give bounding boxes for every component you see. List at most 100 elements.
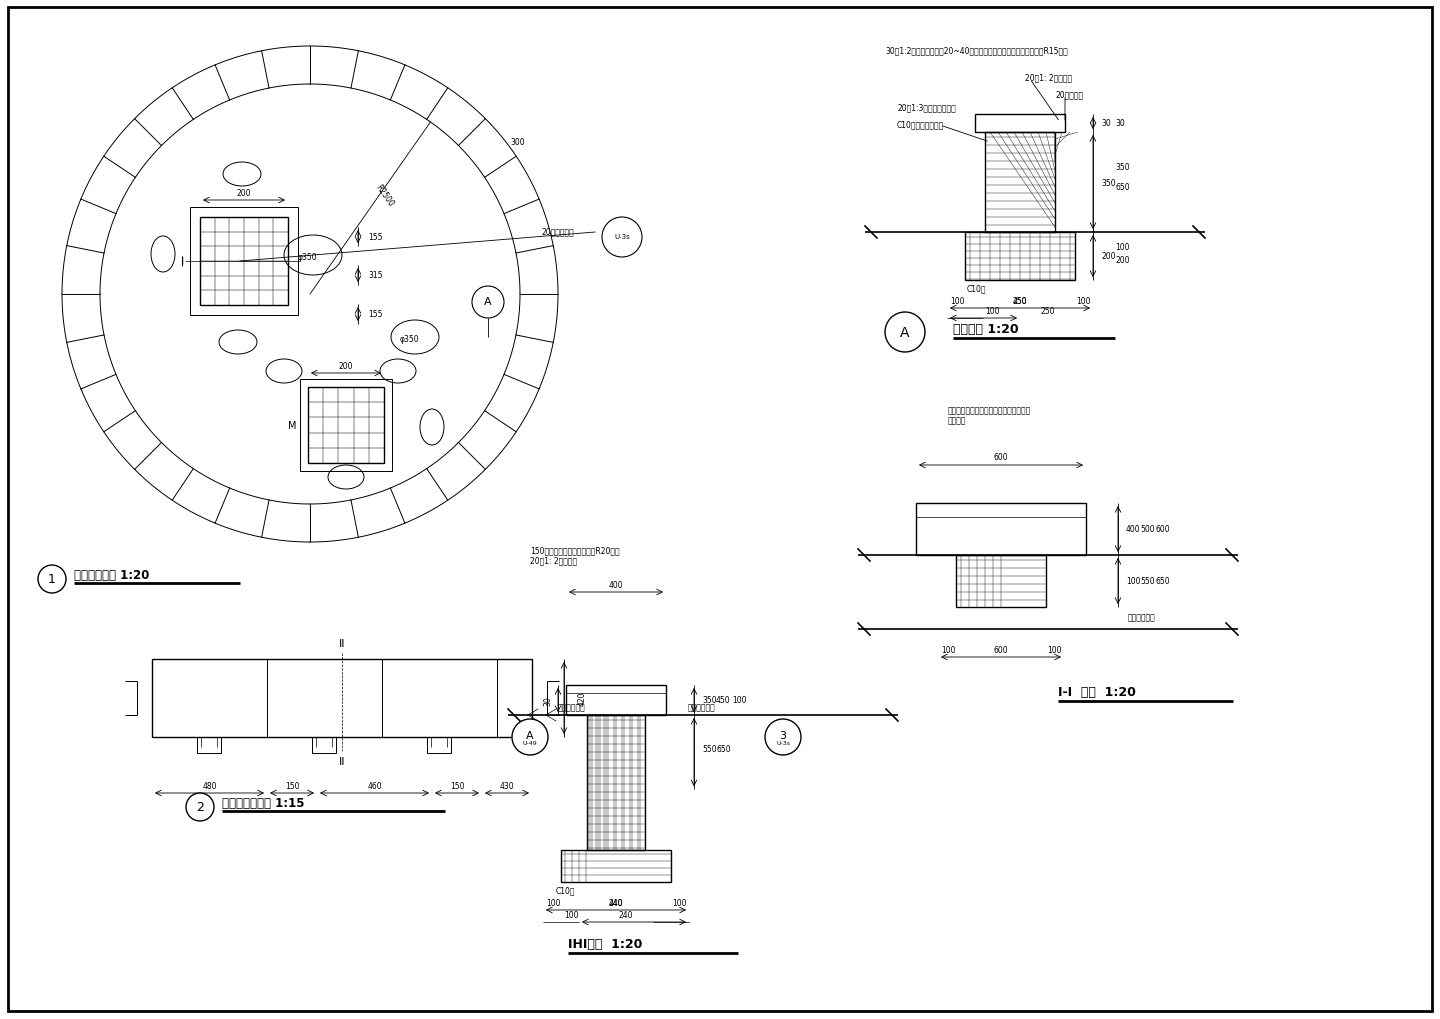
Text: 250: 250: [1012, 298, 1027, 306]
Text: 20厚1: 2水泥砂浆: 20厚1: 2水泥砂浆: [1025, 73, 1073, 82]
Bar: [566, 686, 667, 715]
Text: 100: 100: [1126, 577, 1140, 586]
Text: 600: 600: [1156, 525, 1171, 534]
Text: 650: 650: [1156, 577, 1171, 586]
Text: 400: 400: [609, 581, 624, 590]
Text: 440: 440: [609, 899, 624, 908]
Text: A: A: [900, 326, 910, 339]
Circle shape: [765, 719, 801, 755]
Text: 430: 430: [500, 782, 514, 791]
Text: φ350: φ350: [400, 335, 419, 344]
Text: 300: 300: [511, 139, 526, 147]
Text: 480: 480: [202, 782, 217, 791]
Circle shape: [472, 286, 504, 319]
Text: M: M: [288, 421, 297, 431]
Text: 镶嵌三件赛坐凳 1:15: 镶嵌三件赛坐凳 1:15: [222, 797, 304, 810]
Bar: [956, 555, 1045, 607]
Text: 花岗岩石料垂直毛面保留原钢钎割石渣连
顶面磨光: 花岗岩石料垂直毛面保留原钢钎割石渣连 顶面磨光: [948, 406, 1031, 425]
Text: C10砼: C10砼: [556, 886, 576, 895]
Text: 20宽勾回缝: 20宽勾回缝: [1056, 90, 1083, 99]
Text: 100: 100: [940, 646, 955, 655]
Text: 450: 450: [716, 696, 730, 705]
Text: 20厚瓷砖铺地: 20厚瓷砖铺地: [541, 227, 575, 236]
Text: 550: 550: [703, 745, 717, 753]
Text: A: A: [526, 731, 534, 740]
Text: 30: 30: [543, 695, 552, 705]
Text: 100: 100: [1115, 244, 1129, 253]
Bar: [200, 218, 288, 306]
Text: U-49: U-49: [523, 741, 537, 746]
Text: 240: 240: [609, 899, 624, 908]
Text: 100: 100: [732, 696, 746, 705]
Text: 150: 150: [285, 782, 300, 791]
Text: 花岗岩池坐凳: 花岗岩池坐凳: [559, 703, 586, 712]
Text: 400: 400: [1126, 525, 1140, 534]
Circle shape: [602, 218, 642, 258]
Text: IHI剖面  1:20: IHI剖面 1:20: [567, 937, 642, 951]
Text: 100: 100: [1047, 646, 1061, 655]
Text: II: II: [338, 638, 346, 648]
Text: 420: 420: [577, 691, 586, 705]
Text: 460: 460: [367, 782, 382, 791]
Bar: [975, 115, 1066, 132]
Bar: [197, 738, 220, 753]
Text: 200: 200: [338, 362, 353, 371]
Bar: [562, 850, 671, 882]
Bar: [428, 738, 451, 753]
Text: I: I: [180, 257, 184, 267]
Text: 150厚光面红色花岗石坐石磨R20圆角
20厚1: 2水泥砂浆: 150厚光面红色花岗石坐石磨R20圆角 20厚1: 2水泥砂浆: [530, 545, 619, 565]
Text: 30: 30: [1102, 119, 1110, 128]
Text: 100: 100: [563, 911, 579, 919]
Bar: [300, 380, 392, 472]
Text: 100: 100: [546, 899, 560, 908]
Bar: [916, 503, 1086, 555]
Circle shape: [37, 566, 66, 593]
Text: 200: 200: [236, 190, 251, 199]
Text: U-3s: U-3s: [613, 233, 629, 239]
Text: 350: 350: [1102, 178, 1116, 187]
Text: 200: 200: [1115, 256, 1129, 265]
Text: C10砼: C10砼: [968, 284, 986, 293]
Text: 250: 250: [1040, 307, 1054, 316]
Text: 150: 150: [449, 782, 464, 791]
Text: 弹人行道铺装: 弹人行道铺装: [688, 703, 716, 712]
Text: I-I  剖面  1:20: I-I 剖面 1:20: [1058, 686, 1136, 699]
Text: 600: 600: [994, 453, 1008, 462]
Bar: [308, 387, 384, 464]
Text: 100: 100: [950, 298, 965, 306]
Text: 500: 500: [1140, 525, 1155, 534]
Bar: [312, 738, 336, 753]
Text: 650: 650: [716, 745, 730, 753]
Bar: [153, 659, 531, 738]
Text: 20厚1:3水泥砂浆找平层: 20厚1:3水泥砂浆找平层: [897, 103, 956, 112]
Bar: [588, 715, 645, 850]
Text: 155: 155: [369, 310, 383, 319]
Circle shape: [513, 719, 549, 755]
Bar: [965, 232, 1076, 280]
Circle shape: [186, 793, 215, 821]
Text: 450: 450: [1012, 298, 1027, 306]
Text: 315: 315: [369, 271, 383, 280]
Text: 240: 240: [619, 911, 634, 919]
Text: U-3s: U-3s: [776, 741, 791, 746]
Text: 普实砖石垫层: 普实砖石垫层: [1128, 612, 1156, 622]
Text: φ350: φ350: [298, 254, 318, 262]
Text: 155: 155: [369, 233, 383, 243]
Circle shape: [886, 313, 924, 353]
Text: 550: 550: [1140, 577, 1155, 586]
Text: 350: 350: [703, 696, 717, 705]
Text: 30: 30: [1115, 119, 1125, 128]
Text: 30厚1:2水泥砂浆平整压20~40粒径弹石面磨光面黑色花岗石坐石磨R15圆角: 30厚1:2水泥砂浆平整压20~40粒径弹石面磨光面黑色花岗石坐石磨R15圆角: [886, 46, 1067, 55]
Bar: [985, 132, 1056, 232]
Text: 100: 100: [985, 307, 999, 316]
Text: II: II: [338, 756, 346, 766]
Text: A: A: [484, 297, 492, 307]
Text: C10砼垫混凝结构层: C10砼垫混凝结构层: [897, 120, 945, 128]
Text: 200: 200: [1102, 253, 1116, 261]
Text: 1: 1: [48, 573, 56, 586]
Text: 650: 650: [1115, 183, 1129, 193]
Text: 园林圆凳 1:20: 园林圆凳 1:20: [953, 323, 1018, 336]
Bar: [190, 208, 298, 316]
Text: 100: 100: [671, 899, 687, 908]
Text: R2500: R2500: [373, 182, 395, 208]
